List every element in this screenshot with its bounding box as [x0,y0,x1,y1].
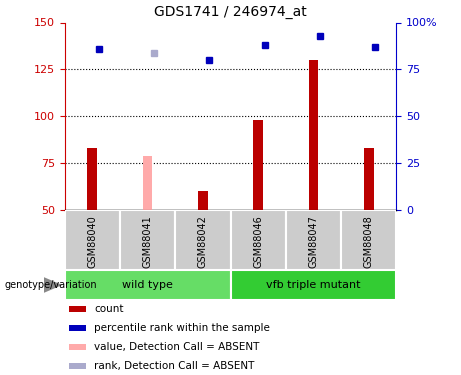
Bar [198,191,208,210]
Bar [253,120,263,210]
Bar [142,156,153,210]
Bar [87,148,97,210]
Text: GSM88041: GSM88041 [142,215,153,267]
Text: GSM88042: GSM88042 [198,215,208,268]
Text: wild type: wild type [122,280,173,290]
Text: rank, Detection Call = ABSENT: rank, Detection Call = ABSENT [95,361,254,370]
Bar [69,306,86,312]
Text: GSM88047: GSM88047 [308,215,319,268]
Text: value, Detection Call = ABSENT: value, Detection Call = ABSENT [95,342,260,352]
Bar [308,60,319,210]
Bar [364,148,374,210]
Text: GSM88048: GSM88048 [364,215,374,267]
Text: vfb triple mutant: vfb triple mutant [266,280,361,290]
Bar [230,210,286,270]
Text: GSM88040: GSM88040 [87,215,97,267]
Polygon shape [44,277,62,293]
Bar [120,210,175,270]
Bar [230,270,396,300]
Bar [69,325,86,331]
Bar [65,270,230,300]
Bar [286,210,341,270]
Text: genotype/variation: genotype/variation [5,280,97,290]
Bar [69,344,86,350]
Bar [69,363,86,369]
Bar [175,210,230,270]
Text: percentile rank within the sample: percentile rank within the sample [95,323,270,333]
Title: GDS1741 / 246974_at: GDS1741 / 246974_at [154,5,307,19]
Bar [65,210,120,270]
Text: GSM88046: GSM88046 [253,215,263,267]
Text: count: count [95,304,124,314]
Bar [341,210,396,270]
